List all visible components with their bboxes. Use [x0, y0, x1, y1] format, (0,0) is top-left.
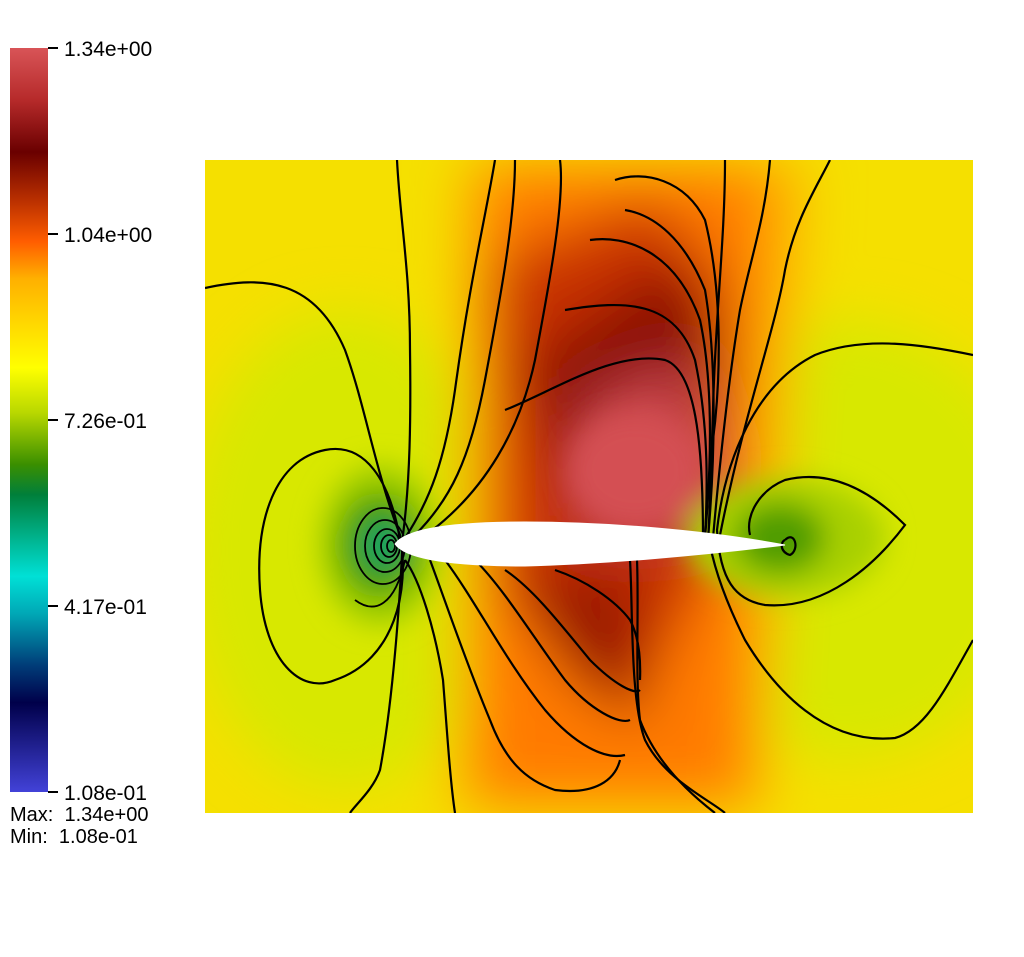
colorbar-tick-label-2: 1.04e+00 — [64, 224, 153, 247]
max-label: Max: — [10, 804, 54, 826]
colorbar-tick-3 — [48, 419, 58, 421]
max-value: 1.34e+00 — [64, 804, 149, 826]
colorbar-tick-label-5: 1.08e-01 — [64, 782, 147, 805]
airfoil — [394, 521, 786, 567]
contour-lines — [205, 160, 973, 813]
color-legend: 1.34e+00 1.04e+00 7.26e-01 4.17e-01 1.08… — [0, 0, 200, 860]
field-layer — [205, 160, 973, 813]
min-stat: Min: 1.08e-01 — [10, 827, 138, 847]
colorbar-tick-1 — [48, 47, 58, 49]
colorbar-tick-4 — [48, 605, 58, 607]
colorbar-tick-label-3: 7.26e-01 — [64, 410, 147, 433]
max-stat: Max: 1.34e+00 — [10, 805, 148, 825]
colorbar-tick-label-1: 1.34e+00 — [64, 38, 153, 61]
colorbar-tick-2 — [48, 233, 58, 235]
min-label: Min: — [10, 826, 48, 848]
field-plot — [205, 160, 973, 813]
min-value: 1.08e-01 — [58, 826, 138, 848]
colorbar-tick-label-4: 4.17e-01 — [64, 596, 147, 619]
colorbar — [10, 48, 48, 792]
colorbar-tick-5 — [48, 791, 58, 793]
